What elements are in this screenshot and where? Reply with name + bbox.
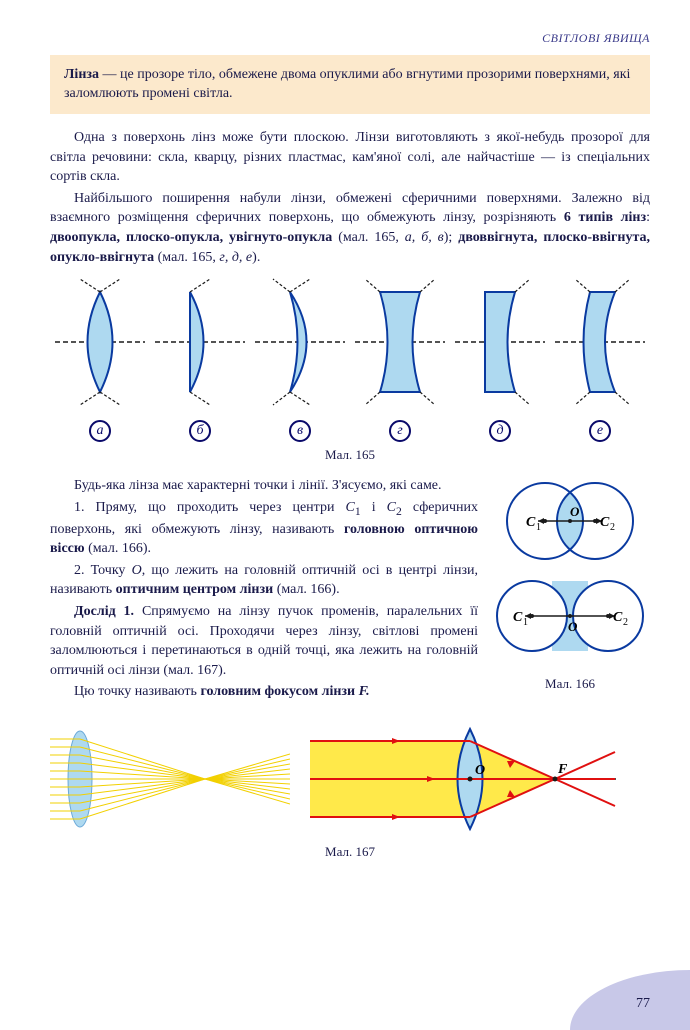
lens-label-d: д [489,420,511,442]
figure-167-caption: Мал. 167 [50,843,650,861]
page-corner-decor [570,970,690,1030]
lens-e-svg [555,277,645,407]
svg-text:1: 1 [523,617,528,628]
lens-label-b: б [189,420,211,442]
lens-label-e: е [589,420,611,442]
svg-text:C: C [613,610,623,625]
svg-text:1: 1 [536,522,541,533]
svg-text:F: F [557,762,568,777]
svg-text:2: 2 [623,617,628,628]
paragraph-1: Одна з поверхонь лінз може бути плоскою.… [50,128,650,187]
lens-a: а [50,277,150,442]
lens-g: г [350,277,450,442]
paragraph-3: Будь-яка лінза має характерні точки і лі… [50,476,478,496]
figure-165: а б в г д [50,277,650,442]
lens-label-a: а [89,420,111,442]
svg-text:C: C [513,610,523,625]
lens-a-svg [55,277,145,407]
figure-165-caption: Мал. 165 [50,446,650,464]
lens-v-svg [255,277,345,407]
paragraph-6: Дослід 1. Спрямуємо на лінзу пучок проме… [50,602,478,680]
lens-b: б [150,277,250,442]
figure-166-svg: C1 O C2 C1 O C2 [490,476,650,666]
definition-text: — це прозоре тіло, обмежене двома опукли… [64,67,630,102]
svg-text:O: O [475,763,485,778]
lens-label-v: в [289,420,311,442]
svg-text:O: O [570,504,580,519]
svg-text:C: C [526,515,536,530]
lens-d: д [450,277,550,442]
figure-166-caption: Мал. 166 [490,675,650,693]
svg-text:O: O [568,619,578,634]
figure-167: O F [50,719,650,839]
paragraph-7: Цю точку називають головним фокусом лінз… [50,682,478,702]
lens-e: е [550,277,650,442]
section-header: СВІТЛОВІ ЯВИЩА [50,30,650,47]
definition-box: Лінза — це прозоре тіло, обмежене двома … [50,55,650,114]
figure-166: C1 O C2 C1 O C2 Мал. 166 [490,476,650,705]
svg-text:2: 2 [610,522,615,533]
paragraph-5: 2. Точку O, що лежить на головній оптичн… [50,561,478,600]
figure-167-left [50,724,290,834]
paragraph-4: 1. Пряму, що проходить через центри C1 і… [50,498,478,559]
lens-v: в [250,277,350,442]
lens-label-g: г [389,420,411,442]
lens-b-svg [155,277,245,407]
paragraph-2: Найбільшого поширення набули лінзи, обме… [50,189,650,267]
lens-g-svg [355,277,445,407]
lens-d-svg [455,277,545,407]
page-number: 77 [636,994,650,1014]
svg-text:C: C [600,515,610,530]
definition-term: Лінза [64,67,99,82]
figure-167-right: O F [310,719,620,839]
